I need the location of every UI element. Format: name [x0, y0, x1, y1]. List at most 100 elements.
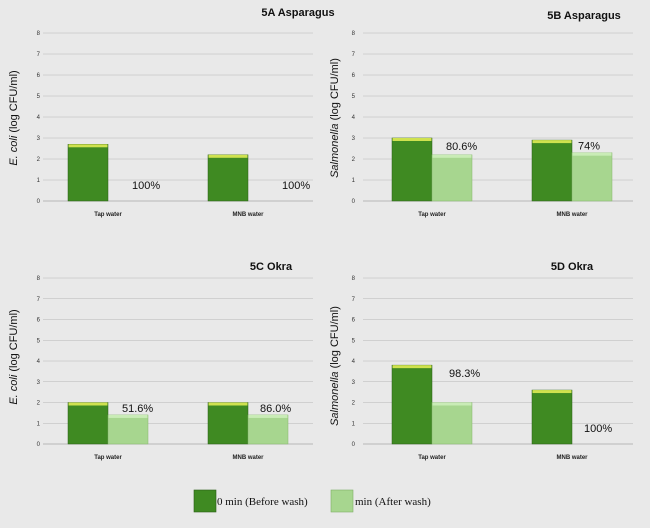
- bar-before-wash: [207, 154, 249, 202]
- bar-after-wash-top: [432, 402, 472, 406]
- y-tick-label: 7: [352, 52, 356, 58]
- category-label: Tap water: [94, 455, 122, 461]
- reduction-labels: 51.6% 86.0%: [122, 403, 291, 415]
- bar-after-wash-top: [572, 152, 612, 156]
- y-tick-label: 6: [37, 318, 41, 324]
- reduction-percent: 100%: [282, 180, 310, 192]
- bar-before-wash-top: [532, 390, 572, 394]
- bar-after-wash: [247, 414, 289, 445]
- y-tick-label: 6: [352, 318, 356, 324]
- reduction-percent: 86.0%: [260, 403, 291, 415]
- y-tick-label: 8: [37, 276, 41, 282]
- y-tick-label: 1: [352, 178, 356, 184]
- y-tick-label: 4: [37, 115, 41, 121]
- bar-before-wash-top: [532, 140, 572, 144]
- bars: [67, 144, 249, 202]
- panel-title: 5D Okra: [551, 261, 594, 273]
- y-axis-ticks: 0 1 2 3 4 5 6 7 8: [37, 31, 41, 205]
- y-tick-label: 8: [352, 276, 356, 282]
- reduction-percent: 80.6%: [446, 141, 477, 153]
- category-label: Tap water: [418, 212, 446, 218]
- panel-title: 5C Okra: [250, 261, 293, 273]
- bars: [391, 137, 613, 202]
- bar-after-wash: [431, 402, 473, 445]
- y-tick-label: 2: [37, 157, 41, 163]
- y-tick-label: 7: [37, 52, 41, 58]
- y-tick-label: 1: [352, 421, 356, 427]
- y-tick-label: 7: [37, 297, 41, 303]
- bar-before-wash: [391, 364, 433, 445]
- legend-label-before: 0 min (Before wash): [217, 496, 308, 508]
- y-tick-label: 0: [37, 199, 41, 205]
- reduction-labels: 80.6% 74%: [446, 141, 600, 153]
- legend-label-after: min (After wash): [355, 496, 431, 508]
- bar-before-wash: [207, 402, 249, 445]
- bar-before-wash: [67, 402, 109, 445]
- category-labels: Tap water MNB water: [94, 212, 264, 218]
- panel-5d: 5D Okra Salmonella (log CFU/ml) 0 1 2 3 4 5 6 7…: [329, 261, 633, 461]
- bar-before-wash: [531, 389, 573, 445]
- y-axis-label: E. coli (log CFU/ml): [8, 309, 20, 404]
- panel-title: 5A Asparagus: [261, 7, 334, 19]
- bar-after-wash: [571, 152, 613, 202]
- reduction-labels: 100% 100%: [132, 180, 310, 192]
- bar-before-wash-top: [392, 365, 432, 369]
- bar-before-wash-top: [208, 402, 248, 406]
- reduction-percent: 74%: [578, 141, 600, 153]
- bars: [67, 402, 289, 445]
- bar-after-wash-top: [248, 414, 288, 418]
- y-tick-label: 1: [37, 178, 41, 184]
- y-tick-label: 3: [37, 136, 41, 142]
- bar-before-wash: [391, 137, 433, 202]
- y-axis-ticks: 0 1 2 3 4 5 6 7 8: [37, 276, 41, 448]
- y-tick-label: 6: [37, 73, 41, 79]
- y-tick-label: 4: [352, 115, 356, 121]
- y-tick-label: 7: [352, 297, 356, 303]
- bar-before-wash-top: [68, 144, 108, 148]
- y-tick-label: 2: [37, 401, 41, 407]
- reduction-percent: 98.3%: [449, 368, 480, 380]
- reduction-percent: 100%: [584, 423, 612, 435]
- y-axis-label: Salmonella (log CFU/ml): [329, 306, 341, 426]
- category-label: Tap water: [418, 455, 446, 461]
- y-tick-label: 1: [37, 421, 41, 427]
- category-label: MNB water: [232, 212, 264, 218]
- legend: 0 min (Before wash) min (After wash): [193, 489, 431, 513]
- y-tick-label: 3: [352, 136, 356, 142]
- y-tick-label: 5: [352, 338, 356, 344]
- y-axis-label: Salmonella (log CFU/ml): [329, 58, 341, 178]
- panel-5b: 5B Asparagus Salmonella (log CFU/ml) 0 1 2…: [329, 10, 633, 218]
- y-tick-label: 5: [352, 94, 356, 100]
- y-tick-label: 3: [352, 380, 356, 386]
- bar-before-wash-top: [68, 402, 108, 406]
- category-label: MNB water: [556, 455, 588, 461]
- y-tick-label: 0: [352, 199, 356, 205]
- y-tick-label: 6: [352, 73, 356, 79]
- category-label: MNB water: [232, 455, 264, 461]
- y-tick-label: 2: [352, 157, 356, 163]
- reduction-percent: 100%: [132, 180, 160, 192]
- reduction-percent: 51.6%: [122, 403, 153, 415]
- bar-after-wash-top: [108, 414, 148, 418]
- bar-after-wash: [431, 154, 473, 202]
- category-label: Tap water: [94, 212, 122, 218]
- reduction-labels: 98.3% 100%: [449, 368, 612, 435]
- y-tick-label: 8: [37, 31, 41, 37]
- category-labels: Tap water MNB water: [94, 455, 264, 461]
- bars: [391, 364, 573, 445]
- y-axis-label: E. coli (log CFU/ml): [8, 70, 20, 165]
- y-tick-label: 8: [352, 31, 356, 37]
- bar-before-wash-top: [392, 138, 432, 141]
- panel-title: 5B Asparagus: [547, 10, 621, 22]
- y-tick-label: 0: [352, 442, 356, 448]
- category-label: MNB water: [556, 212, 588, 218]
- category-labels: Tap water MNB water: [418, 455, 588, 461]
- bar-before-wash: [531, 139, 573, 202]
- bar-after-wash-top: [432, 154, 472, 158]
- category-labels: Tap water MNB water: [418, 212, 588, 218]
- bar-after-wash: [107, 414, 149, 445]
- y-tick-label: 4: [352, 359, 356, 365]
- legend-swatch-before: [193, 489, 217, 513]
- y-tick-label: 0: [37, 442, 41, 448]
